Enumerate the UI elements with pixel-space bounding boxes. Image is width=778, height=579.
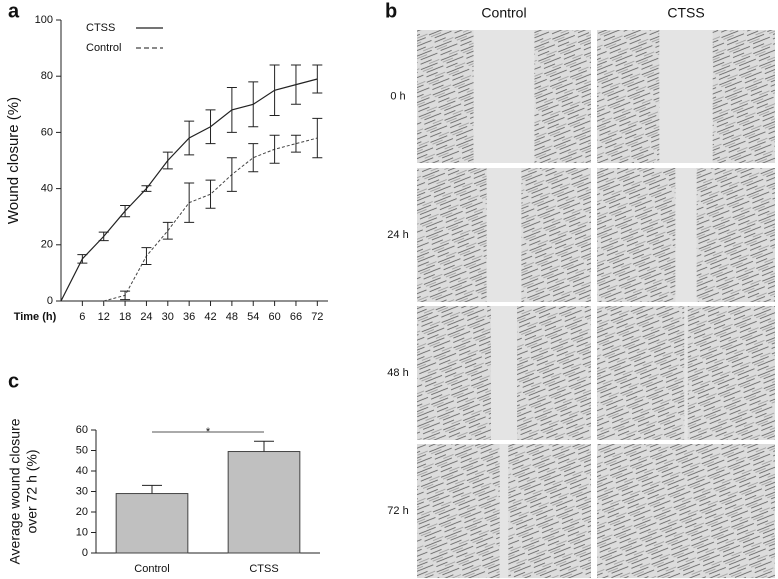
x-tick-label: 42 [204, 311, 216, 323]
error-bar [312, 64, 323, 94]
column-label: CTSS [667, 5, 704, 21]
error-bar [205, 109, 216, 145]
x-tick-label: 48 [226, 311, 238, 323]
y-tick-label: 60 [41, 126, 53, 138]
error-bar [162, 221, 173, 240]
micrograph [597, 444, 775, 578]
x-tick-label: 54 [247, 311, 259, 323]
panel-label: a [8, 0, 20, 22]
error-bar [254, 440, 274, 452]
x-tick-label: 6 [79, 311, 85, 323]
error-bar [269, 134, 280, 164]
wound-gap [499, 444, 509, 578]
error-bar [248, 143, 259, 173]
column-label: Control [481, 5, 526, 21]
y-tick-label: 100 [35, 14, 53, 26]
error-bar [269, 64, 280, 117]
x-tick-label: 18 [119, 311, 131, 323]
error-bar [77, 254, 88, 264]
significance-label: * [206, 426, 211, 438]
y-axis-label: over 72 h (%) [24, 449, 40, 533]
wound-gap [490, 306, 518, 440]
x-tick-label: Control [134, 563, 169, 575]
error-bar [226, 86, 237, 133]
x-tick-label: 66 [290, 311, 302, 323]
x-axis-label: Time (h) [14, 311, 57, 323]
wound-gap [486, 168, 522, 302]
error-bar [290, 134, 301, 153]
series-line [103, 137, 318, 302]
row-label: 72 h [387, 505, 408, 517]
error-bar [98, 231, 109, 242]
wound-gap [659, 30, 713, 163]
row-label: 24 h [387, 229, 408, 241]
x-tick-label: 12 [98, 311, 110, 323]
y-tick-label: 60 [76, 424, 88, 436]
bar [227, 451, 301, 554]
error-bar [312, 117, 323, 159]
y-tick-label: 0 [82, 547, 88, 559]
error-bar [141, 247, 152, 265]
legend-label: Control [86, 42, 121, 54]
y-axis-label: Wound closure (%) [5, 97, 22, 224]
panel-label: b [385, 0, 397, 22]
x-tick-label: 72 [311, 311, 323, 323]
x-tick-label: CTSS [249, 563, 278, 575]
y-tick-label: 20 [41, 239, 53, 251]
y-axis-label: Average wound closure [7, 418, 23, 564]
y-tick-label: 30 [76, 485, 88, 497]
error-bar [141, 185, 152, 192]
row-label: 48 h [387, 367, 408, 379]
error-bar [162, 151, 173, 170]
wound-gap [473, 30, 535, 163]
y-tick-label: 40 [41, 183, 53, 195]
y-tick-label: 50 [76, 444, 88, 456]
y-tick-label: 80 [41, 70, 53, 82]
x-tick-label: 24 [140, 311, 152, 323]
error-bar [290, 64, 301, 105]
error-bar [184, 182, 195, 223]
y-tick-label: 0 [47, 295, 53, 307]
panel-label: c [8, 370, 19, 392]
wound-gap [675, 168, 697, 302]
x-tick-label: 36 [183, 311, 195, 323]
x-tick-label: 60 [268, 311, 280, 323]
x-tick-label: 30 [162, 311, 174, 323]
error-bar [120, 290, 131, 301]
wound-gap [684, 306, 688, 440]
y-tick-label: 20 [76, 506, 88, 518]
y-tick-label: 10 [76, 526, 88, 538]
error-bar [226, 157, 237, 192]
error-bar [184, 120, 195, 156]
error-bar [120, 204, 131, 218]
row-label: 0 h [390, 90, 405, 102]
error-bar [248, 81, 259, 128]
error-bar [205, 179, 216, 209]
legend-label: CTSS [86, 22, 115, 34]
error-bar [142, 484, 162, 494]
y-tick-label: 40 [76, 465, 88, 477]
bar [115, 493, 189, 554]
